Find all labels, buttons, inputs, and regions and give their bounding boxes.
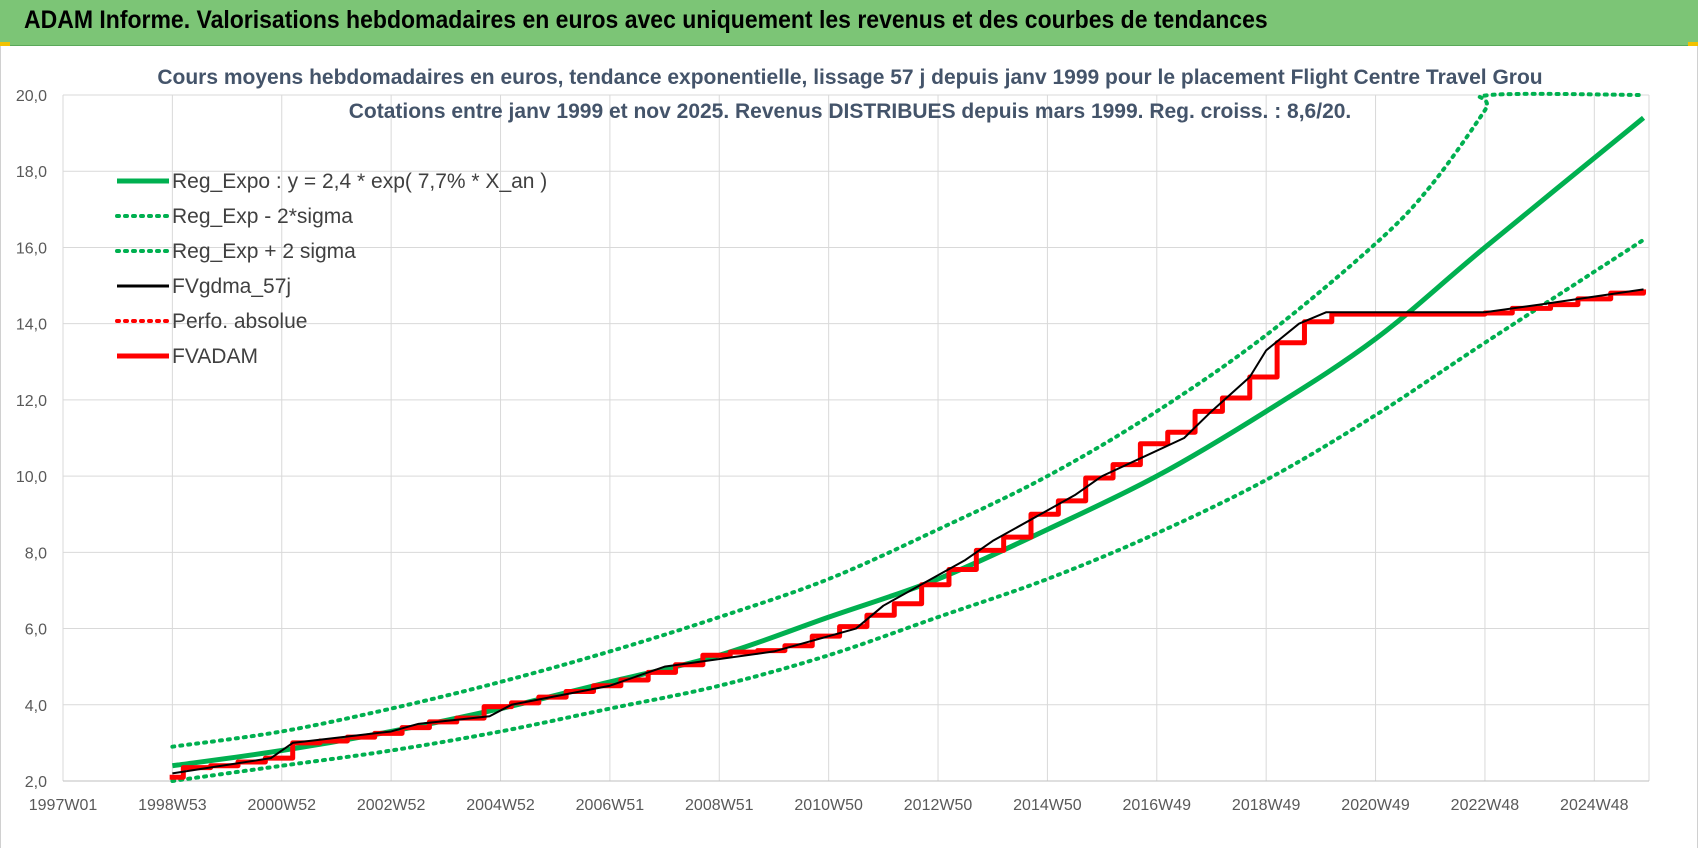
legend-label: Perfo. absolue <box>172 310 307 333</box>
x-tick-label: 2016W49 <box>1123 797 1192 814</box>
x-tick-label: 2006W51 <box>576 797 645 814</box>
legend-label: FVADAM <box>172 345 258 368</box>
y-axis-ticks: 2,0 4,0 6,0 8,0 10,0 12,0 14,0 16,0 18,0 20,0 <box>16 88 47 791</box>
legend-label: Reg_Expo : y = 2,4 * exp( 7,7% * X_an ) <box>172 170 547 193</box>
y-tick-label: 18,0 <box>16 164 47 181</box>
line-chart: 2,0 4,0 6,0 8,0 10,0 12,0 14,0 16,0 18,0 20,0 199… <box>16 66 1650 814</box>
report-banner: ADAM Informe. Valorisations hebdomadaire… <box>0 0 1698 46</box>
series-line-2 <box>170 91 1646 749</box>
x-tick-label: 2020W49 <box>1341 797 1410 814</box>
x-tick-label: 2014W50 <box>1013 797 1082 814</box>
x-tick-label: 2002W52 <box>357 797 426 814</box>
y-tick-label: 2,0 <box>25 774 47 791</box>
series-line-0 <box>172 115 1646 769</box>
x-axis-ticks: 1997W01 1998W53 2000W52 2002W52 2004W52 2006W… <box>29 797 1629 814</box>
series-line-5 <box>169 289 1647 780</box>
x-tick-label: 1997W01 <box>29 797 98 814</box>
y-tick-label: 10,0 <box>16 469 47 486</box>
chart-title-line-2: Cotations entre janv 1999 et nov 2025. R… <box>349 100 1352 123</box>
y-tick-label: 16,0 <box>16 240 47 257</box>
legend-label: Reg_Exp - 2*sigma <box>172 205 353 228</box>
report-title: ADAM Informe. Valorisations hebdomadaire… <box>24 6 1268 34</box>
series-lines <box>169 91 1647 783</box>
series-line-3 <box>172 288 1644 775</box>
legend-label: FVgdma_57j <box>172 275 291 298</box>
x-tick-label: 2018W49 <box>1232 797 1301 814</box>
corner-marker-left <box>0 42 10 46</box>
x-tick-label: 2000W52 <box>248 797 317 814</box>
y-tick-label: 14,0 <box>16 317 47 334</box>
legend-label: Reg_Exp + 2 sigma <box>172 240 356 263</box>
corner-marker-right <box>1688 42 1698 46</box>
y-tick-label: 20,0 <box>16 88 47 105</box>
x-tick-label: 2010W50 <box>794 797 863 814</box>
gridlines <box>62 94 1650 782</box>
x-tick-label: 2022W48 <box>1451 797 1520 814</box>
x-tick-label: 2012W50 <box>904 797 973 814</box>
x-tick-label: 2008W51 <box>685 797 754 814</box>
y-tick-label: 8,0 <box>25 545 47 562</box>
chart-area: 2,0 4,0 6,0 8,0 10,0 12,0 14,0 16,0 18,0 20,0 199… <box>0 46 1698 848</box>
y-tick-label: 6,0 <box>25 622 47 639</box>
x-tick-label: 2024W48 <box>1560 797 1629 814</box>
x-tick-label: 2004W52 <box>466 797 535 814</box>
x-tick-label: 1998W53 <box>138 797 207 814</box>
y-tick-label: 12,0 <box>16 393 47 410</box>
legend: Reg_Expo : y = 2,4 * exp( 7,7% * X_an ) R… <box>115 170 547 368</box>
series-line-1 <box>170 237 1646 783</box>
chart-title-line-1: Cours moyens hebdomadaires en euros, ten… <box>157 66 1542 89</box>
y-tick-label: 4,0 <box>25 698 47 715</box>
